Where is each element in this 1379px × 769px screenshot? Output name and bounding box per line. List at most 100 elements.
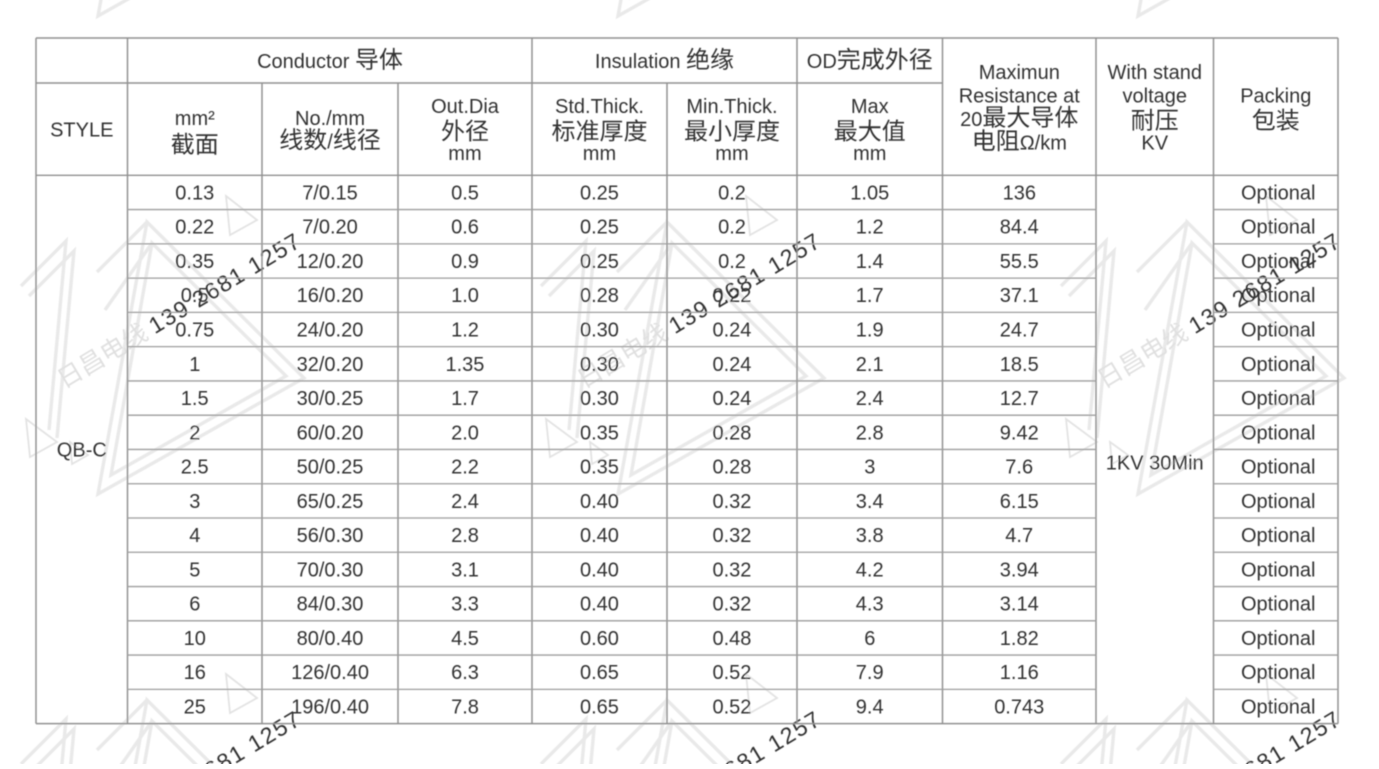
svg-text:1.2: 1.2 xyxy=(856,217,884,239)
svg-text:0.35: 0.35 xyxy=(580,422,619,444)
svg-text:12.7: 12.7 xyxy=(1000,388,1039,410)
svg-text:0.30: 0.30 xyxy=(580,320,619,342)
svg-text:Optional: Optional xyxy=(1241,559,1316,581)
svg-text:With stand: With stand xyxy=(1108,62,1202,84)
svg-text:196/0.40: 196/0.40 xyxy=(291,697,369,719)
svg-text:16/0.20: 16/0.20 xyxy=(297,285,364,307)
svg-text:voltage: voltage xyxy=(1123,85,1188,107)
svg-text:Max: Max xyxy=(851,96,889,118)
svg-text:2.4: 2.4 xyxy=(856,388,884,410)
svg-text:126/0.40: 126/0.40 xyxy=(291,662,369,684)
svg-text:1.9: 1.9 xyxy=(856,320,884,342)
svg-text:1.0: 1.0 xyxy=(451,285,479,307)
svg-text:0.743: 0.743 xyxy=(994,697,1044,719)
svg-text:2.8: 2.8 xyxy=(451,525,479,547)
svg-text:30/0.25: 30/0.25 xyxy=(297,388,364,410)
svg-text:1.7: 1.7 xyxy=(856,285,884,307)
svg-text:7.6: 7.6 xyxy=(1005,457,1033,479)
svg-text:1.05: 1.05 xyxy=(850,182,889,204)
svg-text:0.35: 0.35 xyxy=(175,251,214,273)
svg-text:1.2: 1.2 xyxy=(451,320,479,342)
svg-text:Optional: Optional xyxy=(1241,525,1316,547)
svg-text:0.25: 0.25 xyxy=(580,251,619,273)
svg-text:0.32: 0.32 xyxy=(713,525,752,547)
svg-text:Optional: Optional xyxy=(1241,217,1316,239)
svg-text:0.40: 0.40 xyxy=(580,559,619,581)
svg-text:2.5: 2.5 xyxy=(181,457,209,479)
svg-text:84/0.30: 84/0.30 xyxy=(297,594,364,616)
svg-text:0.40: 0.40 xyxy=(580,594,619,616)
svg-text:0.65: 0.65 xyxy=(580,697,619,719)
svg-text:KV: KV xyxy=(1141,132,1168,154)
svg-text:37.1: 37.1 xyxy=(1000,285,1039,307)
svg-text:Packing: Packing xyxy=(1240,85,1311,107)
svg-text:0.25: 0.25 xyxy=(580,217,619,239)
svg-text:0.28: 0.28 xyxy=(713,422,752,444)
svg-text:Ω/km: Ω/km xyxy=(1020,132,1067,154)
svg-text:0.28: 0.28 xyxy=(713,457,752,479)
svg-text:0.35: 0.35 xyxy=(580,457,619,479)
svg-text:1.5: 1.5 xyxy=(181,388,209,410)
svg-text:84.4: 84.4 xyxy=(1000,217,1039,239)
svg-text:mm: mm xyxy=(448,143,481,165)
svg-text:mm: mm xyxy=(853,143,886,165)
svg-text:0.24: 0.24 xyxy=(713,388,752,410)
svg-text:Min.Thick.: Min.Thick. xyxy=(686,96,777,118)
svg-text:9.4: 9.4 xyxy=(856,697,884,719)
svg-text:7/0.15: 7/0.15 xyxy=(302,182,358,204)
svg-text:QB-C: QB-C xyxy=(57,439,107,461)
svg-text:0.24: 0.24 xyxy=(713,320,752,342)
svg-text:mm: mm xyxy=(583,143,616,165)
svg-text:0.5: 0.5 xyxy=(451,182,479,204)
svg-text:Conductor: Conductor xyxy=(257,51,350,73)
svg-text:6: 6 xyxy=(864,628,875,650)
svg-text:1.35: 1.35 xyxy=(446,354,485,376)
svg-text:Out.Dia: Out.Dia xyxy=(431,96,500,118)
svg-text:Insulation: Insulation xyxy=(595,51,681,73)
svg-text:Std.Thick.: Std.Thick. xyxy=(555,96,644,118)
svg-text:3.14: 3.14 xyxy=(1000,594,1039,616)
svg-text:0.32: 0.32 xyxy=(713,594,752,616)
svg-text:0.2: 0.2 xyxy=(718,217,746,239)
svg-text:No./mm: No./mm xyxy=(295,108,365,130)
svg-text:Optional: Optional xyxy=(1241,491,1316,513)
svg-text:0.32: 0.32 xyxy=(713,559,752,581)
svg-text:65/0.25: 65/0.25 xyxy=(297,491,364,513)
svg-text:0.40: 0.40 xyxy=(580,525,619,547)
svg-text:55.5: 55.5 xyxy=(1000,251,1039,273)
svg-text:Optional: Optional xyxy=(1241,422,1316,444)
svg-text:Optional: Optional xyxy=(1241,594,1316,616)
svg-text:1KV 30Min: 1KV 30Min xyxy=(1106,453,1204,475)
svg-text:2.0: 2.0 xyxy=(451,422,479,444)
svg-text:0.5: 0.5 xyxy=(181,285,209,307)
svg-text:Optional: Optional xyxy=(1241,457,1316,479)
svg-text:0.75: 0.75 xyxy=(175,320,214,342)
svg-text:Optional: Optional xyxy=(1241,182,1316,204)
svg-text:0.52: 0.52 xyxy=(713,697,752,719)
svg-text:0.2: 0.2 xyxy=(718,251,746,273)
svg-text:5: 5 xyxy=(189,559,200,581)
svg-text:16: 16 xyxy=(184,662,206,684)
svg-text:0.60: 0.60 xyxy=(580,628,619,650)
svg-text:10: 10 xyxy=(184,628,206,650)
svg-text:0.22: 0.22 xyxy=(175,217,214,239)
svg-text:2.1: 2.1 xyxy=(856,354,884,376)
svg-text:7/0.20: 7/0.20 xyxy=(302,217,358,239)
svg-text:Optional: Optional xyxy=(1241,628,1316,650)
svg-text:12/0.20: 12/0.20 xyxy=(297,251,364,273)
svg-text:0.28: 0.28 xyxy=(580,285,619,307)
svg-text:7.9: 7.9 xyxy=(856,662,884,684)
svg-text:Optional: Optional xyxy=(1241,388,1316,410)
svg-text:Optional: Optional xyxy=(1241,697,1316,719)
svg-text:4: 4 xyxy=(189,525,200,547)
svg-text:32/0.20: 32/0.20 xyxy=(297,354,364,376)
svg-text:4.5: 4.5 xyxy=(451,628,479,650)
svg-text:1.82: 1.82 xyxy=(1000,628,1039,650)
svg-text:24.7: 24.7 xyxy=(1000,320,1039,342)
svg-text:9.42: 9.42 xyxy=(1000,422,1039,444)
svg-text:56/0.30: 56/0.30 xyxy=(297,525,364,547)
svg-text:4.3: 4.3 xyxy=(856,594,884,616)
svg-text:2.8: 2.8 xyxy=(856,422,884,444)
svg-text:0.22: 0.22 xyxy=(713,285,752,307)
svg-text:3.1: 3.1 xyxy=(451,559,479,581)
